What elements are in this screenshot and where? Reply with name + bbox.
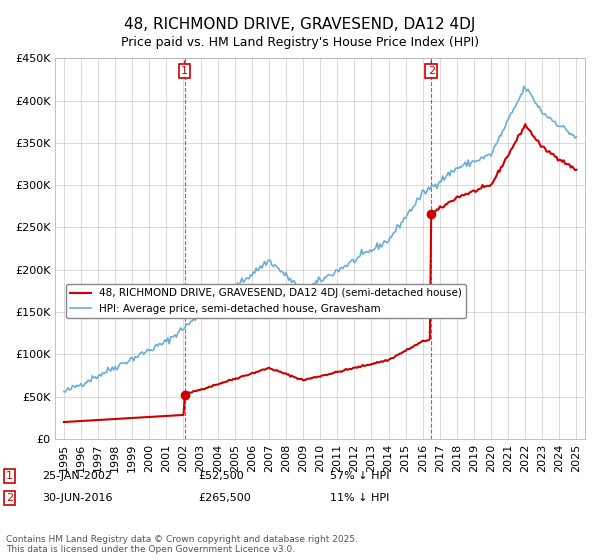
Text: 48, RICHMOND DRIVE, GRAVESEND, DA12 4DJ: 48, RICHMOND DRIVE, GRAVESEND, DA12 4DJ xyxy=(124,17,476,32)
Text: £52,500: £52,500 xyxy=(198,471,244,481)
Text: 57% ↓ HPI: 57% ↓ HPI xyxy=(330,471,389,481)
Text: Contains HM Land Registry data © Crown copyright and database right 2025.
This d: Contains HM Land Registry data © Crown c… xyxy=(6,535,358,554)
Text: 2: 2 xyxy=(428,66,435,76)
Text: 11% ↓ HPI: 11% ↓ HPI xyxy=(330,493,389,503)
Text: 1: 1 xyxy=(181,66,188,76)
Text: 25-JAN-2002: 25-JAN-2002 xyxy=(42,471,112,481)
Legend: 48, RICHMOND DRIVE, GRAVESEND, DA12 4DJ (semi-detached house), HPI: Average pric: 48, RICHMOND DRIVE, GRAVESEND, DA12 4DJ … xyxy=(66,284,466,318)
Text: 30-JUN-2016: 30-JUN-2016 xyxy=(42,493,113,503)
Text: 1: 1 xyxy=(6,471,13,481)
Text: 2: 2 xyxy=(6,493,13,503)
Text: £265,500: £265,500 xyxy=(198,493,251,503)
Text: Price paid vs. HM Land Registry's House Price Index (HPI): Price paid vs. HM Land Registry's House … xyxy=(121,36,479,49)
